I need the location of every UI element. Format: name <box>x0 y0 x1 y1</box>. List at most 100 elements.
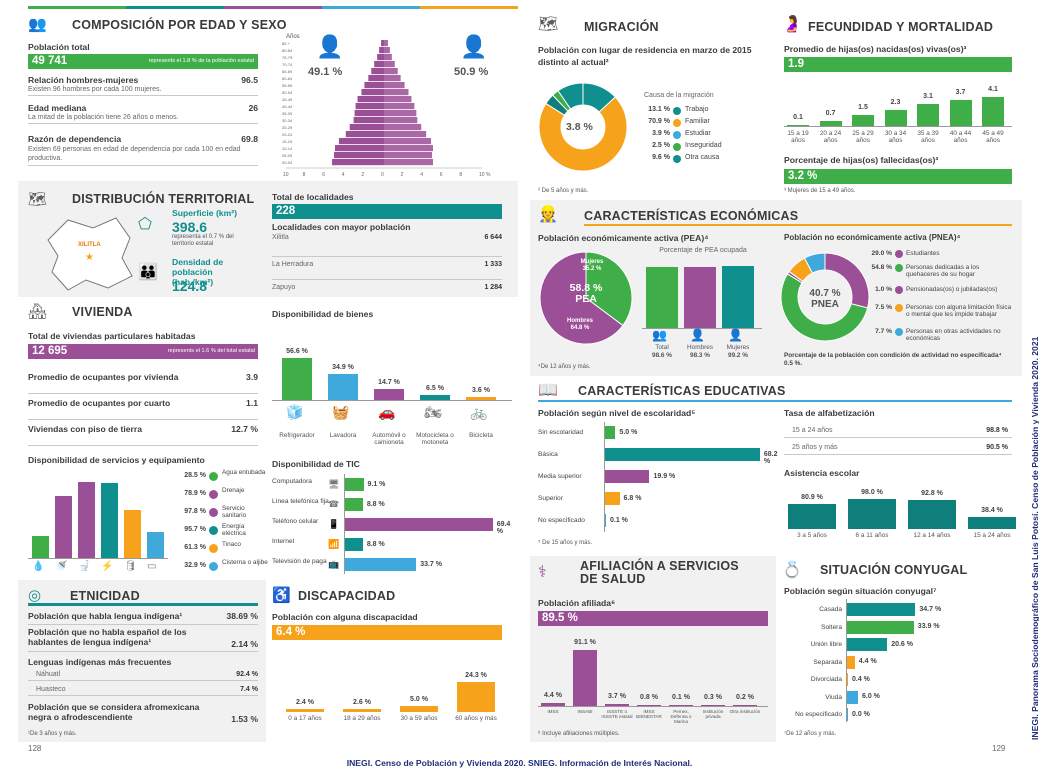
conyugal-bar <box>846 603 916 616</box>
age-label: 50-54 <box>282 90 293 95</box>
workers-icon: 👷 <box>538 206 558 223</box>
pyramid-bar-women <box>384 54 392 61</box>
causa-dot <box>673 155 681 163</box>
fecundidad-chart: 0.1 15 a 19 años 0.7 20 a 24 años 1.5 25 a 29… <box>784 86 1012 150</box>
age-label: 75-79 <box>282 55 293 60</box>
servicio-icon: 🚽 <box>78 561 91 572</box>
edad-value: 26 <box>248 103 258 113</box>
ocupada-value: 99.2 % <box>728 352 748 359</box>
ocupada-bar <box>646 266 678 328</box>
servicio-icon: 🚿 <box>55 561 68 572</box>
pnea-donut <box>780 252 870 342</box>
lengua-item-value: 7.4 % <box>240 686 258 693</box>
conyugal-category: Viuda <box>825 693 842 701</box>
asistencia-value: 80.9 % <box>801 493 823 501</box>
health-icon: ⚕ <box>538 564 547 581</box>
pyramid-bar-women <box>384 117 418 124</box>
pyramid-tick: 6 <box>322 172 325 178</box>
afiliacion-bar-item <box>605 703 629 706</box>
escolaridad-axis <box>604 422 605 532</box>
servicio-bar <box>32 535 49 558</box>
afiliacion-value: 89.5 % <box>542 612 578 624</box>
age-label: 70-74 <box>282 62 293 67</box>
pyramid-tick: 4 <box>420 172 423 178</box>
viviendas-bar: 12 695 represents el 1.6 % del total est… <box>28 344 258 359</box>
distribucion-title: DISTRIBUCIÓN TERRITORIAL <box>72 192 255 206</box>
age-label: 25-29 <box>282 125 293 130</box>
fecundidad-bar-value: 4.1 <box>988 85 998 93</box>
pyramid-bar-women <box>384 124 422 131</box>
pnea-item-label: Pensionadas(os) o jubiladas(os) <box>906 286 998 293</box>
bienes-category: Lavadora <box>329 432 357 439</box>
servicio-legend-dot <box>209 472 218 481</box>
asistencia-category: 12 a 14 años <box>913 532 951 539</box>
afiliacion-bar-value: 0.8 % <box>640 694 658 701</box>
afiliacion-bar-value: 0.1 % <box>672 694 690 701</box>
municipality-map: XILITLA ★ <box>47 217 133 291</box>
relacion-row: Relación hombres-mujeres 96.5 <box>28 75 258 85</box>
pyramid-bar-women <box>384 131 427 138</box>
lengua-item-name: Náhuatl <box>36 671 61 678</box>
locality-row: Zapuyo 1 284 <box>272 280 502 300</box>
discapacidad-value: 5.0 % <box>410 695 428 703</box>
pyramid-bar-men <box>361 89 384 96</box>
superficie-label: Superficie (km²) <box>172 208 237 218</box>
dependencia-row: Razón de dependencia 69.8 <box>28 134 258 144</box>
pyramid-bar-men <box>349 124 384 131</box>
tic-bar <box>344 478 364 491</box>
dependencia-desc: Existen 69 personas en edad de dependenc… <box>28 145 258 166</box>
bien-icon: 🏍 <box>424 404 442 420</box>
ocupada-category: Total <box>655 344 669 351</box>
age-label: 10-14 <box>282 146 293 151</box>
escolaridad-category: Sin escolaridad <box>538 429 584 436</box>
relacion-value: 96.5 <box>241 75 258 85</box>
pnea-note: Porcentaje de la población con condición… <box>784 352 1002 367</box>
age-label: 20-24 <box>282 132 293 137</box>
composicion-title: COMPOSICIÓN POR EDAD Y SEXO <box>72 18 287 32</box>
asistencia-label: Asistencia escolar <box>784 468 860 478</box>
discapacidad-bar <box>286 709 324 712</box>
servicio-icon: ⚡ <box>101 561 114 572</box>
page-number-left: 128 <box>28 744 42 753</box>
noespanol-row: Población que no habla español de los ha… <box>28 627 258 652</box>
afiliacion-bar-item <box>573 650 597 706</box>
servicio-icon: ▭ <box>147 561 157 572</box>
locality-row: La Herradura 1 333 <box>272 257 502 280</box>
servicio-legend-dot <box>209 526 218 535</box>
discapacidad-value: 2.6 % <box>353 698 371 706</box>
fecundidad-bar-category: 20 a 24 años <box>819 130 842 144</box>
bien-icon: 🚗 <box>378 404 396 420</box>
servicio-legend-dot <box>209 508 218 517</box>
escolaridad-category: No especificado <box>538 517 585 524</box>
pyramid-bar-men <box>335 145 384 152</box>
poblacion-note: represents el 1.8 % de la población esta… <box>148 58 254 64</box>
age-label: 05-09 <box>282 153 293 158</box>
discapacidad-value: 24.3 % <box>465 672 487 680</box>
fecundidad-bar-item <box>787 124 809 126</box>
causa-value: 9.6 % <box>652 154 670 161</box>
servicio-legend-value: 32.9 % <box>184 562 206 569</box>
locality-name: Zapuyo <box>272 284 296 291</box>
causa-value: 13.1 % <box>648 106 670 113</box>
fecundidad-bar-item <box>917 103 939 126</box>
lengua-item: Huasteco 7.4 % <box>28 686 258 696</box>
migracion-slice <box>538 96 628 172</box>
conyugal-category: Separada <box>813 658 842 666</box>
afiliacion-title: AFILIACIÓN A SERVICIOS DE SALUD <box>580 559 739 586</box>
pyramid-bar-women <box>384 40 388 47</box>
tic-title: Disponibilidad de TIC <box>272 459 360 469</box>
afiliacion-bar-value: 91.1 % <box>574 639 596 646</box>
fecundidad-bar-item <box>819 121 842 126</box>
pnea-value: 7.7 % <box>875 328 892 335</box>
afiliacion-label: Población afiliada⁶ <box>538 598 616 608</box>
age-label: 45-49 <box>282 97 293 102</box>
pyramid-tick: 10 <box>283 172 289 178</box>
superficie-value: 398.6 <box>172 219 208 235</box>
educativas-title: CARACTERÍSTICAS EDUCATIVAS <box>578 384 786 398</box>
people-icon: 👥 <box>28 16 47 33</box>
pea-donut <box>539 251 633 345</box>
afiliacion-bar-value: 0.2 % <box>736 694 754 701</box>
pyramid-bar-men <box>353 117 384 124</box>
escolaridad-chart: Sin escolaridad 5.0 % Básica 68.2 % Media su… <box>538 422 778 536</box>
pyramid-bar-women <box>384 82 405 89</box>
